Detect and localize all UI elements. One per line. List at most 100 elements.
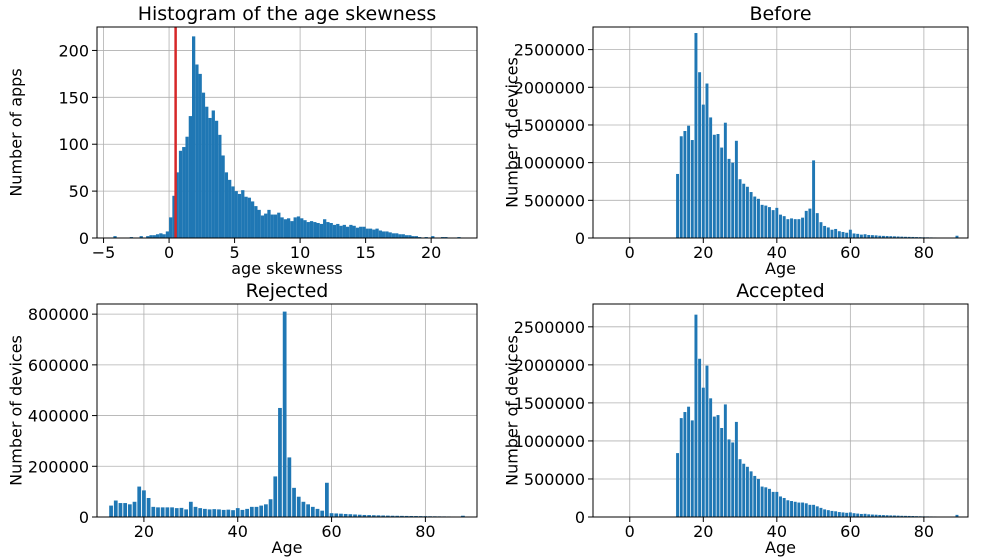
age-bar xyxy=(830,229,834,238)
x-tick-label: 10 xyxy=(290,243,310,262)
y-tick-label: 1500000 xyxy=(514,116,585,135)
y-axis-label: Number of apps xyxy=(7,68,26,196)
x-tick-label: 20 xyxy=(693,243,713,262)
age-bar xyxy=(676,173,680,238)
x-tick-label: 60 xyxy=(840,243,860,262)
age-bar xyxy=(371,515,376,517)
x-tick-label: 0 xyxy=(625,522,635,541)
age-bar xyxy=(193,506,198,517)
age-bar xyxy=(160,507,165,517)
y-tick-label: 0 xyxy=(575,508,585,527)
histogram-bar xyxy=(241,190,245,238)
histogram-bar xyxy=(296,216,301,238)
histogram-bar xyxy=(368,228,373,238)
age-bar xyxy=(235,508,240,517)
histogram-bar xyxy=(165,231,170,238)
histogram-bar xyxy=(395,233,399,238)
age-bar xyxy=(870,235,874,238)
age-bar xyxy=(698,72,702,238)
age-bar xyxy=(885,515,889,517)
age-bar xyxy=(683,130,687,238)
histogram-bar xyxy=(329,222,333,238)
histogram-bar xyxy=(182,147,186,238)
y-tick-label: 1000000 xyxy=(514,154,585,173)
histogram-bar xyxy=(270,214,274,238)
age-bar xyxy=(753,475,757,517)
histogram-bar xyxy=(336,223,340,238)
y-axis-label: Number of devices xyxy=(503,57,522,208)
histogram-bar xyxy=(349,224,353,238)
histogram-bar xyxy=(385,231,389,238)
histogram-bar xyxy=(159,233,163,238)
age-bar xyxy=(863,234,867,238)
histogram-bar xyxy=(155,234,160,238)
age-bar xyxy=(127,504,132,517)
age-bar xyxy=(826,510,830,517)
histogram-bar xyxy=(254,206,258,238)
y-tick-label: 2000000 xyxy=(514,78,585,97)
age-bar xyxy=(679,136,683,238)
y-tick-label: 0 xyxy=(575,229,585,248)
histogram-bar xyxy=(398,234,402,238)
histogram-bar xyxy=(185,136,189,238)
chart-title: Before xyxy=(749,3,811,25)
histogram-bar xyxy=(352,225,356,238)
histogram-bar xyxy=(201,92,206,239)
age-bar xyxy=(709,117,713,238)
age-bar xyxy=(203,508,207,517)
y-tick-label: 1000000 xyxy=(514,432,585,451)
age-bar xyxy=(292,487,296,517)
age-bar xyxy=(889,236,893,238)
age-bar xyxy=(749,471,753,517)
histogram-bar xyxy=(205,106,209,238)
age-bar xyxy=(760,204,764,238)
histogram-bar xyxy=(149,235,153,238)
age-bar xyxy=(217,509,221,517)
age-bar xyxy=(306,504,310,517)
age-bar xyxy=(808,504,812,517)
x-tick-label: 80 xyxy=(415,522,435,541)
histogram-bar xyxy=(247,197,251,238)
age-bar xyxy=(273,476,278,517)
histogram-bar xyxy=(401,234,405,238)
age-bar xyxy=(174,508,179,517)
age-bar xyxy=(749,192,753,238)
age-bar xyxy=(723,404,727,517)
histogram-bar xyxy=(221,155,225,238)
age-bar xyxy=(808,208,812,238)
age-bar xyxy=(771,210,775,238)
age-bar xyxy=(679,418,683,517)
age-bar xyxy=(867,514,871,517)
x-tick-label: 20 xyxy=(693,522,713,541)
age-bar xyxy=(118,503,123,517)
age-bar xyxy=(841,512,845,517)
age-bar xyxy=(240,509,245,517)
x-tick-label: 40 xyxy=(767,522,787,541)
histogram-bar xyxy=(211,110,215,238)
age-bar xyxy=(320,510,325,517)
age-bar xyxy=(395,515,400,517)
age-bar xyxy=(782,497,786,517)
age-bar xyxy=(278,407,282,517)
accepted-panel: 0 500000 1000000 1500000 2000000 2500000 0 20 40… xyxy=(503,280,969,557)
age-bar xyxy=(841,231,845,238)
age-bar xyxy=(348,514,353,517)
age-bar xyxy=(771,491,775,517)
age-bar xyxy=(334,513,339,517)
age-bar xyxy=(834,228,838,238)
age-bar xyxy=(221,509,226,517)
histogram-bar xyxy=(264,213,268,238)
x-tick-label: 20 xyxy=(421,243,441,262)
x-axis-label: Age xyxy=(765,259,796,278)
histogram-bar xyxy=(287,218,291,238)
x-axis-label: Age xyxy=(765,538,796,557)
age-bar xyxy=(461,515,465,517)
age-bar xyxy=(207,509,212,517)
age-bar xyxy=(756,478,760,517)
chart-title: Accepted xyxy=(736,280,825,302)
age-bar xyxy=(764,205,768,238)
y-axis-label: Number of devices xyxy=(7,335,26,486)
age-bar xyxy=(911,236,915,238)
age-bar xyxy=(357,514,362,517)
